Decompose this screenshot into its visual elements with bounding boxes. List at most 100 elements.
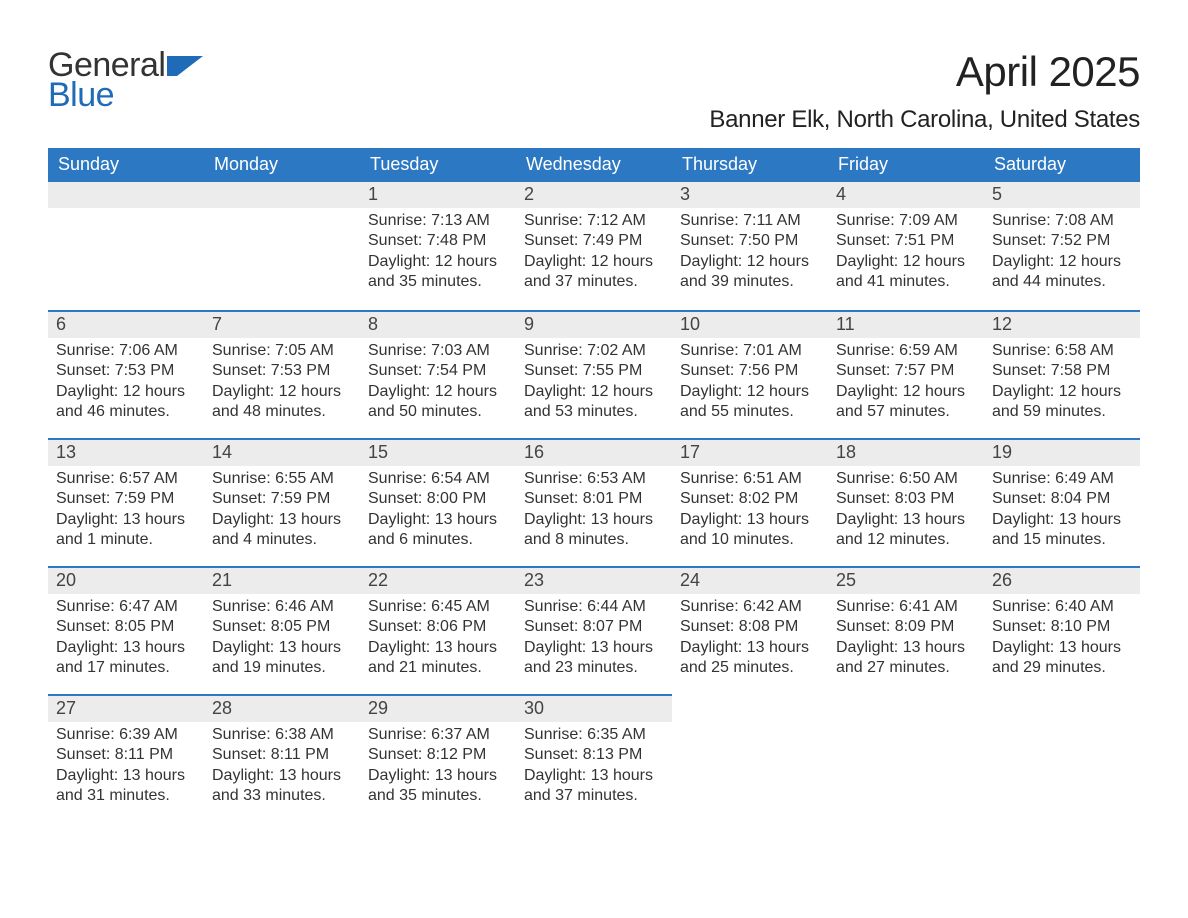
sunrise-text: Sunrise: 6:57 AM xyxy=(56,469,196,489)
daylight-text: Daylight: 13 hours and 19 minutes. xyxy=(212,638,352,679)
sunrise-text: Sunrise: 6:51 AM xyxy=(680,469,820,489)
sunrise-text: Sunrise: 7:13 AM xyxy=(368,211,508,231)
daylight-text: Daylight: 13 hours and 1 minute. xyxy=(56,510,196,551)
sunrise-text: Sunrise: 7:06 AM xyxy=(56,341,196,361)
calendar-cell: 21Sunrise: 6:46 AMSunset: 8:05 PMDayligh… xyxy=(204,566,360,694)
weekday-header: Friday xyxy=(828,148,984,182)
day-body: Sunrise: 6:35 AMSunset: 8:13 PMDaylight:… xyxy=(516,722,672,807)
sunrise-text: Sunrise: 7:03 AM xyxy=(368,341,508,361)
sunset-text: Sunset: 8:08 PM xyxy=(680,617,820,637)
daylight-text: Daylight: 13 hours and 17 minutes. xyxy=(56,638,196,679)
day-body: Sunrise: 6:59 AMSunset: 7:57 PMDaylight:… xyxy=(828,338,984,423)
daylight-text: Daylight: 13 hours and 23 minutes. xyxy=(524,638,664,679)
day-number: 28 xyxy=(204,694,360,722)
sunrise-text: Sunrise: 7:05 AM xyxy=(212,341,352,361)
calendar-cell: 5Sunrise: 7:08 AMSunset: 7:52 PMDaylight… xyxy=(984,182,1140,310)
calendar-week: 27Sunrise: 6:39 AMSunset: 8:11 PMDayligh… xyxy=(48,694,1140,822)
daylight-text: Daylight: 13 hours and 33 minutes. xyxy=(212,766,352,807)
day-number: 17 xyxy=(672,438,828,466)
calendar-cell: 14Sunrise: 6:55 AMSunset: 7:59 PMDayligh… xyxy=(204,438,360,566)
calendar-cell: 10Sunrise: 7:01 AMSunset: 7:56 PMDayligh… xyxy=(672,310,828,438)
day-body: Sunrise: 6:49 AMSunset: 8:04 PMDaylight:… xyxy=(984,466,1140,551)
sunset-text: Sunset: 8:02 PM xyxy=(680,489,820,509)
daylight-text: Daylight: 12 hours and 48 minutes. xyxy=(212,382,352,423)
calendar-cell: 25Sunrise: 6:41 AMSunset: 8:09 PMDayligh… xyxy=(828,566,984,694)
calendar-cell: 9Sunrise: 7:02 AMSunset: 7:55 PMDaylight… xyxy=(516,310,672,438)
daylight-text: Daylight: 13 hours and 31 minutes. xyxy=(56,766,196,807)
daylight-text: Daylight: 13 hours and 6 minutes. xyxy=(368,510,508,551)
calendar-cell: 8Sunrise: 7:03 AMSunset: 7:54 PMDaylight… xyxy=(360,310,516,438)
calendar-week: 20Sunrise: 6:47 AMSunset: 8:05 PMDayligh… xyxy=(48,566,1140,694)
month-title: April 2025 xyxy=(709,48,1140,96)
sunset-text: Sunset: 7:50 PM xyxy=(680,231,820,251)
day-body: Sunrise: 6:53 AMSunset: 8:01 PMDaylight:… xyxy=(516,466,672,551)
day-body: Sunrise: 6:51 AMSunset: 8:02 PMDaylight:… xyxy=(672,466,828,551)
sunrise-text: Sunrise: 6:53 AM xyxy=(524,469,664,489)
sunset-text: Sunset: 7:51 PM xyxy=(836,231,976,251)
empty-day-bar xyxy=(204,182,360,208)
sunrise-text: Sunrise: 6:39 AM xyxy=(56,725,196,745)
sunset-text: Sunset: 7:55 PM xyxy=(524,361,664,381)
daylight-text: Daylight: 13 hours and 37 minutes. xyxy=(524,766,664,807)
calendar-cell: 2Sunrise: 7:12 AMSunset: 7:49 PMDaylight… xyxy=(516,182,672,310)
daylight-text: Daylight: 12 hours and 55 minutes. xyxy=(680,382,820,423)
daylight-text: Daylight: 13 hours and 25 minutes. xyxy=(680,638,820,679)
calendar-cell: 26Sunrise: 6:40 AMSunset: 8:10 PMDayligh… xyxy=(984,566,1140,694)
day-number: 9 xyxy=(516,310,672,338)
sunrise-text: Sunrise: 6:38 AM xyxy=(212,725,352,745)
sunrise-text: Sunrise: 7:02 AM xyxy=(524,341,664,361)
day-number: 22 xyxy=(360,566,516,594)
day-body: Sunrise: 7:13 AMSunset: 7:48 PMDaylight:… xyxy=(360,208,516,293)
sunrise-text: Sunrise: 6:44 AM xyxy=(524,597,664,617)
calendar-cell: 4Sunrise: 7:09 AMSunset: 7:51 PMDaylight… xyxy=(828,182,984,310)
sunset-text: Sunset: 7:48 PM xyxy=(368,231,508,251)
weeks-container: 1Sunrise: 7:13 AMSunset: 7:48 PMDaylight… xyxy=(48,182,1140,822)
sunrise-text: Sunrise: 7:01 AM xyxy=(680,341,820,361)
day-number: 3 xyxy=(672,182,828,208)
sunset-text: Sunset: 8:05 PM xyxy=(56,617,196,637)
day-number: 10 xyxy=(672,310,828,338)
day-number: 12 xyxy=(984,310,1140,338)
day-number: 16 xyxy=(516,438,672,466)
sunrise-text: Sunrise: 6:40 AM xyxy=(992,597,1132,617)
day-number: 29 xyxy=(360,694,516,722)
day-body: Sunrise: 6:40 AMSunset: 8:10 PMDaylight:… xyxy=(984,594,1140,679)
sunset-text: Sunset: 8:09 PM xyxy=(836,617,976,637)
calendar-cell xyxy=(48,182,204,310)
day-body: Sunrise: 7:02 AMSunset: 7:55 PMDaylight:… xyxy=(516,338,672,423)
weekday-header: Thursday xyxy=(672,148,828,182)
day-number: 11 xyxy=(828,310,984,338)
day-body: Sunrise: 6:47 AMSunset: 8:05 PMDaylight:… xyxy=(48,594,204,679)
daylight-text: Daylight: 12 hours and 37 minutes. xyxy=(524,252,664,293)
logo-text-blue: Blue xyxy=(48,78,207,112)
day-number: 4 xyxy=(828,182,984,208)
daylight-text: Daylight: 12 hours and 57 minutes. xyxy=(836,382,976,423)
day-number: 21 xyxy=(204,566,360,594)
calendar-week: 13Sunrise: 6:57 AMSunset: 7:59 PMDayligh… xyxy=(48,438,1140,566)
daylight-text: Daylight: 13 hours and 29 minutes. xyxy=(992,638,1132,679)
sunset-text: Sunset: 8:12 PM xyxy=(368,745,508,765)
sunset-text: Sunset: 7:59 PM xyxy=(56,489,196,509)
day-number: 23 xyxy=(516,566,672,594)
sunrise-text: Sunrise: 7:09 AM xyxy=(836,211,976,231)
title-block: April 2025 Banner Elk, North Carolina, U… xyxy=(709,48,1140,134)
weekday-header: Saturday xyxy=(984,148,1140,182)
sunrise-text: Sunrise: 6:46 AM xyxy=(212,597,352,617)
day-body: Sunrise: 6:55 AMSunset: 7:59 PMDaylight:… xyxy=(204,466,360,551)
sunset-text: Sunset: 7:59 PM xyxy=(212,489,352,509)
daylight-text: Daylight: 13 hours and 8 minutes. xyxy=(524,510,664,551)
sunset-text: Sunset: 7:57 PM xyxy=(836,361,976,381)
day-number: 2 xyxy=(516,182,672,208)
daylight-text: Daylight: 12 hours and 53 minutes. xyxy=(524,382,664,423)
calendar-cell xyxy=(984,694,1140,822)
day-number: 24 xyxy=(672,566,828,594)
day-body: Sunrise: 6:58 AMSunset: 7:58 PMDaylight:… xyxy=(984,338,1140,423)
calendar-cell: 22Sunrise: 6:45 AMSunset: 8:06 PMDayligh… xyxy=(360,566,516,694)
day-number: 20 xyxy=(48,566,204,594)
weekday-header: Sunday xyxy=(48,148,204,182)
calendar: SundayMondayTuesdayWednesdayThursdayFrid… xyxy=(48,148,1140,822)
sunrise-text: Sunrise: 6:58 AM xyxy=(992,341,1132,361)
daylight-text: Daylight: 13 hours and 35 minutes. xyxy=(368,766,508,807)
day-number: 5 xyxy=(984,182,1140,208)
daylight-text: Daylight: 12 hours and 39 minutes. xyxy=(680,252,820,293)
